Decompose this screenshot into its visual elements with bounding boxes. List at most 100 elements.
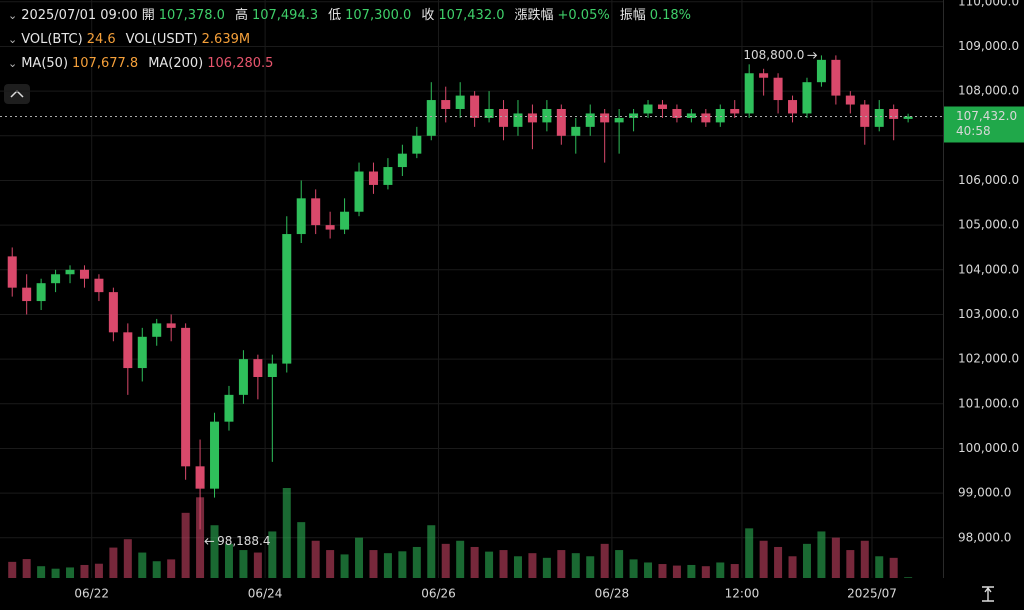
candle-body — [585, 113, 595, 127]
candle-body — [181, 327, 191, 467]
candle-body — [542, 108, 552, 123]
low-arrow-head — [204, 538, 209, 545]
reset-axis-icon[interactable] — [982, 586, 994, 602]
countdown: 40:58 — [956, 124, 991, 138]
expand-icon[interactable]: ⌄ — [8, 9, 18, 22]
candle-body — [51, 274, 61, 284]
y-tick-label: 109,000.0 — [958, 39, 1019, 53]
candle-body — [788, 100, 798, 114]
expand-icon[interactable]: ⌄ — [8, 33, 18, 46]
candle-body — [210, 421, 220, 489]
volume-bar — [196, 497, 205, 578]
legend-value: 107,378.0 — [158, 8, 225, 23]
volume-bar — [817, 531, 826, 578]
volume-bar — [672, 565, 681, 578]
legend-label: 開 — [141, 8, 155, 23]
expand-icon[interactable]: ⌄ — [8, 57, 18, 70]
candle-body — [441, 100, 451, 109]
candle-body — [397, 153, 407, 168]
y-tick-label: 99,000.0 — [958, 486, 1011, 500]
volume-bar — [282, 488, 291, 578]
volume-bar — [571, 553, 580, 578]
collapse-button[interactable] — [4, 84, 30, 104]
x-tick-label: 06/24 — [248, 587, 283, 601]
legend-value: 107,300.0 — [345, 8, 412, 23]
volume-bar — [441, 543, 450, 578]
candle-body — [426, 100, 436, 136]
legend-value: 107,677.8 — [72, 56, 139, 71]
candle-body — [296, 198, 306, 235]
volume-bar — [210, 525, 219, 578]
candle-body — [94, 278, 104, 293]
candle-body — [730, 108, 740, 114]
volume-bar — [889, 557, 898, 578]
candle-body — [499, 108, 509, 127]
volume-bar — [542, 557, 551, 578]
legend-label: 振幅 — [619, 8, 646, 23]
y-tick-label: 105,000.0 — [958, 218, 1019, 232]
x-tick-label: 06/22 — [74, 587, 109, 601]
candle-body — [903, 116, 913, 119]
candle-body — [715, 108, 725, 123]
volume-bar — [658, 564, 667, 578]
volume-bar — [802, 543, 811, 578]
y-tick-label: 108,000.0 — [958, 84, 1019, 98]
volume-bar — [831, 537, 840, 578]
volume-bar — [383, 553, 392, 578]
candle-body — [571, 126, 581, 136]
candle-body — [845, 95, 855, 105]
volume-bar — [398, 551, 407, 578]
candle-body — [744, 73, 754, 114]
volume-bar — [716, 562, 725, 578]
candle-body — [354, 171, 364, 212]
candle-body — [889, 108, 899, 119]
legend-value: 107,494.3 — [251, 8, 319, 23]
y-tick-label: 102,000.0 — [958, 352, 1019, 366]
volume-bar — [224, 543, 233, 578]
legend-row: ⌄ VOL(BTC) 24.6 VOL(USDT) 2.639M — [8, 30, 701, 54]
volume-bar — [629, 559, 638, 578]
volume-bar — [600, 543, 609, 578]
volume-bar — [80, 564, 89, 578]
volume-bar — [138, 552, 147, 578]
volume-bar — [66, 567, 75, 578]
candle-body — [686, 113, 696, 118]
candle-body — [556, 108, 566, 136]
volume-bar — [875, 556, 884, 578]
volume-bar — [167, 559, 176, 578]
candle-body — [224, 394, 234, 422]
candle-body — [802, 82, 812, 114]
candle-body — [874, 108, 884, 127]
candle-body — [238, 359, 248, 395]
candle-body — [22, 287, 32, 302]
volume-bar — [326, 550, 335, 578]
candle-body — [701, 113, 711, 123]
candle-body — [484, 108, 494, 118]
volume-bar — [355, 537, 364, 578]
last-price-tag — [944, 106, 1024, 143]
volume-bar — [774, 546, 783, 578]
volume-bar — [687, 564, 696, 578]
volume-bar — [615, 550, 624, 578]
volume-bar — [8, 561, 17, 578]
x-tick-label: 2025/07 — [847, 587, 897, 601]
candle-body — [672, 108, 682, 118]
y-tick-label: 101,000.0 — [958, 396, 1019, 410]
volume-bar — [586, 556, 595, 578]
legend-label: VOL(BTC) — [21, 32, 83, 47]
legend-row: ⌄ MA(50) 107,677.8 MA(200) 106,280.5 — [8, 54, 701, 78]
candle-body — [816, 59, 826, 83]
legend-value: 2.639M — [201, 32, 251, 47]
y-tick-label: 104,000.0 — [958, 262, 1019, 276]
candle-body — [65, 269, 75, 275]
legend-value: +0.05% — [557, 8, 610, 23]
candle-body — [137, 336, 147, 369]
candle-body — [340, 211, 350, 230]
candle-body — [368, 171, 378, 185]
volume-bar — [239, 550, 248, 578]
volume-bar — [109, 547, 118, 578]
volume-bar — [485, 551, 494, 578]
volume-bar — [94, 563, 103, 578]
volume-bar — [846, 550, 855, 578]
